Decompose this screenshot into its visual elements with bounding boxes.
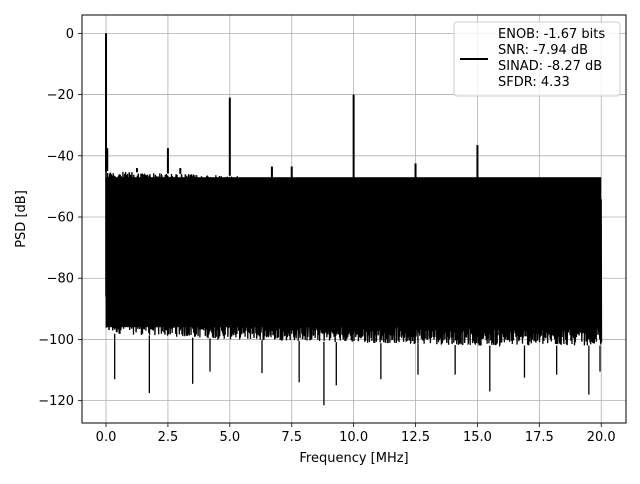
legend-line-sinad: SINAD: -8.27 dB xyxy=(498,59,602,74)
y-axis-ticks: 0 −20 −40 −60 −80 −100 −120 xyxy=(38,27,82,409)
x-tick-label: 10.0 xyxy=(339,430,368,445)
y-tick-label: −60 xyxy=(47,211,74,226)
plot-area xyxy=(105,33,603,406)
x-axis-ticks: 0.0 2.5 5.0 7.5 10.0 12.5 15.0 17.5 20.0 xyxy=(96,423,616,445)
x-tick-label: 12.5 xyxy=(401,430,430,445)
legend-box xyxy=(453,21,621,97)
y-tick-label: −120 xyxy=(38,394,74,409)
y-tick-label: −80 xyxy=(47,272,74,287)
x-tick-label: 17.5 xyxy=(525,430,554,445)
y-tick-label: −100 xyxy=(38,333,74,348)
x-tick-label: 15.0 xyxy=(463,430,492,445)
y-tick-label: −40 xyxy=(47,149,74,164)
x-axis-label: Frequency [MHz] xyxy=(299,451,408,466)
legend-line-snr: SNR: -7.94 dB xyxy=(498,43,588,58)
x-tick-label: 5.0 xyxy=(219,430,240,445)
legend-line-enob: ENOB: -1.67 bits xyxy=(498,27,605,42)
x-tick-label: 0.0 xyxy=(96,430,117,445)
psd-trace xyxy=(105,171,603,348)
x-tick-label: 20.0 xyxy=(587,430,616,445)
y-tick-label: 0 xyxy=(66,27,74,42)
y-axis-label: PSD [dB] xyxy=(14,190,29,248)
legend-line-sfdr: SFDR: 4.33 xyxy=(498,75,570,90)
x-tick-label: 2.5 xyxy=(158,430,179,445)
y-tick-label: −20 xyxy=(47,88,74,103)
legend: ENOB: -1.67 bits SNR: -7.94 dB SINAD: -8… xyxy=(453,21,621,97)
x-tick-label: 7.5 xyxy=(281,430,302,445)
